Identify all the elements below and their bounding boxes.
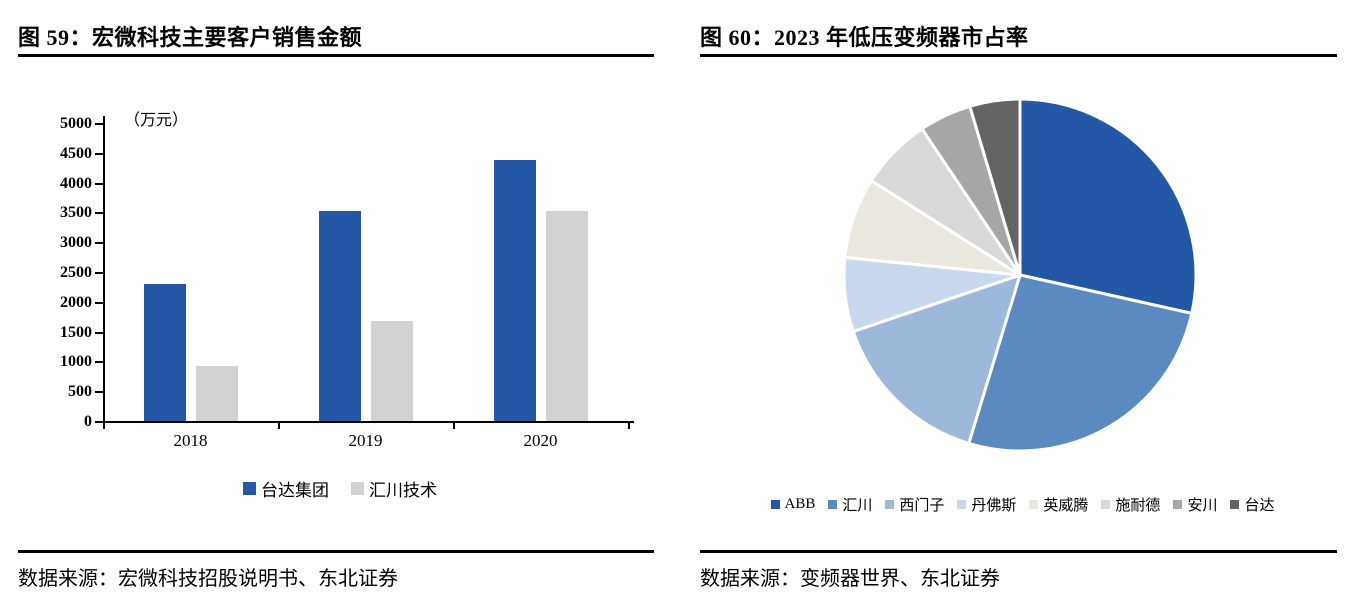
pie-legend-item: 汇川 [828,494,872,515]
y-tick-mark [95,242,103,245]
figure-60-source-rule [700,550,1337,553]
legend-swatch-icon [1173,500,1183,509]
y-tick-label: 1000 [60,353,92,371]
legend-swatch-icon [1029,500,1039,509]
pie-legend-item: 西门子 [885,494,944,515]
y-tick-mark [95,361,103,364]
pie-legend-item: 英威腾 [1029,494,1088,515]
pie-slice-ABB [1018,97,1198,315]
y-tick-mark [95,123,103,125]
bar-汇川技术-2018 [195,366,238,421]
y-axis-line [103,116,105,423]
bar-legend-label: 台达集团 [261,481,329,500]
y-tick-mark [95,182,103,185]
y-tick-label: 3000 [60,234,92,252]
pie-legend-item: 丹佛斯 [957,494,1016,515]
x-tick-mark [628,423,630,429]
y-tick-label: 4500 [60,144,92,162]
y-tick-label: 2500 [60,264,92,281]
bar-汇川技术-2020 [545,211,588,421]
x-category-label: 2019 [348,431,383,450]
x-category-label: 2020 [523,431,558,450]
x-axis-line [103,421,634,423]
figure-60-title-underline [700,54,1337,57]
legend-swatch-icon [828,500,838,509]
y-tick-mark [95,421,103,423]
x-tick-mark [103,423,105,429]
pie-slice-台达 [968,97,1022,277]
pie-legend-item: 台达 [1230,494,1274,515]
pie-legend-label: 安川 [1187,498,1218,514]
pie-chart-market-share [842,97,1198,453]
pie-legend-label: 西门子 [899,498,945,514]
figure-60-title: 图 60：2023 年低压变频器市占率 [700,25,1029,50]
y-tick-label: 1500 [60,323,92,341]
y-tick-label: 2000 [60,293,92,311]
bar-台达集团-2020 [493,160,536,421]
pie-legend-label: 丹佛斯 [971,498,1017,514]
figure-60-source: 数据来源：变频器世界、东北证券 [700,568,1000,590]
legend-swatch-icon [243,482,256,495]
y-tick-label: 500 [68,383,92,401]
bar-台达集团-2019 [318,211,361,421]
y-tick-mark [95,391,103,394]
bar-legend-item: 台达集团 [243,476,329,501]
bar-legend-item: 汇川技术 [351,476,437,501]
figure-59-source: 数据来源：宏微科技招股说明书、东北证券 [18,568,398,590]
pie-legend-item: 安川 [1173,494,1217,515]
legend-swatch-icon [1101,500,1111,509]
pie-legend-label: ABB [784,496,816,512]
figure-59-title-underline [18,54,654,57]
y-tick-mark [95,301,103,304]
y-tick-mark [95,272,103,274]
pie-legend-item: ABB [770,496,816,513]
pie-legend-label: 英威腾 [1043,498,1089,514]
y-tick-label: 0 [84,413,92,430]
pie-legend-item: 施耐德 [1101,494,1160,515]
y-axis-unit-label: （万元） [124,112,189,129]
legend-swatch-icon [885,500,895,509]
legend-swatch-icon [351,482,364,495]
pie-legend-label: 汇川 [842,498,873,514]
legend-swatch-icon [957,500,967,509]
bar-chart-legend: 台达集团 汇川技术 [40,476,640,501]
y-tick-label: 4000 [60,174,92,192]
pie-chart-legend: ABB 汇川 西门子 丹佛斯 英威腾 施耐德 安川 台达 [695,494,1350,515]
figure-59-source-rule [18,550,654,553]
legend-swatch-icon [1230,500,1240,509]
y-tick-label: 3500 [60,204,92,222]
y-tick-mark [95,212,103,215]
bar-legend-label: 汇川技术 [369,481,437,500]
pie-legend-label: 台达 [1244,498,1275,514]
x-tick-mark [278,423,280,429]
y-tick-mark [95,152,103,155]
pie-slice-西门子 [851,273,1022,445]
bar-汇川技术-2019 [370,321,413,421]
y-tick-label: 5000 [60,115,92,132]
bar-台达集团-2018 [143,284,186,421]
pie-slice-汇川 [967,273,1194,453]
legend-swatch-icon [770,500,780,509]
x-category-label: 2018 [173,431,208,450]
x-tick-mark [453,423,455,429]
figure-59-title: 图 59：宏微科技主要客户销售金额 [18,25,363,50]
y-tick-mark [95,331,103,334]
pie-legend-label: 施耐德 [1115,498,1161,514]
